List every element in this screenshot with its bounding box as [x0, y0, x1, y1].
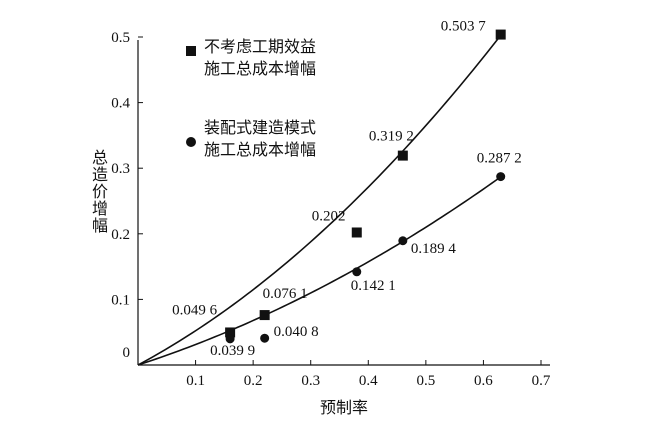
- data-label: 0.503 7: [441, 19, 487, 35]
- x-tick-label: 0.3: [301, 373, 320, 389]
- data-point-circle: [225, 334, 235, 344]
- legend-label-series-1-line-2: 施工总成本增幅: [204, 59, 316, 78]
- data-label: 0.142 1: [351, 278, 396, 294]
- y-tick-label: 0.1: [111, 292, 130, 308]
- y-tick-label: 0.4: [111, 96, 130, 112]
- data-label: 0.039 9: [210, 343, 255, 359]
- y-axis-title: 总造价增幅: [92, 148, 108, 235]
- data-label: 0.049 6: [172, 302, 218, 318]
- data-point-circle: [352, 267, 362, 277]
- x-tick-label: 0.7: [532, 373, 551, 389]
- data-point-circle: [496, 172, 506, 182]
- data-label: 0.287 2: [477, 151, 522, 167]
- data-point-square: [225, 327, 236, 338]
- data-label: 0.202: [312, 208, 346, 224]
- legend-label-series-2-line-2: 施工总成本增幅: [204, 140, 316, 159]
- legend-label-series-1-line-1: 不考虑工期效益: [204, 37, 316, 56]
- trend-curve-series-1: [137, 34, 502, 366]
- legend-circle-marker: [186, 137, 196, 147]
- x-tick-label: 0.5: [416, 373, 435, 389]
- data-label: 0.040 8: [274, 324, 319, 340]
- data-point-square: [259, 310, 270, 321]
- legend-label-series-2-line-1: 装配式建造模式: [204, 118, 316, 137]
- x-tick-label: 0.6: [474, 373, 493, 389]
- data-point-square: [351, 227, 362, 238]
- data-point-circle: [398, 236, 408, 246]
- y-tick-label: 0.5: [111, 30, 130, 46]
- y-tick-label: 0.2: [111, 227, 130, 243]
- data-point-circle: [260, 333, 270, 343]
- y-tick-label: 0: [123, 345, 131, 361]
- data-label: 0.189 4: [411, 241, 457, 257]
- data-point-square: [495, 29, 506, 40]
- x-tick-label: 0.2: [244, 373, 263, 389]
- x-tick-label: 0.1: [186, 373, 205, 389]
- x-axis-title: 预制率: [320, 398, 368, 417]
- trend-curve-series-2: [137, 176, 502, 366]
- y-tick-label: 0.3: [111, 161, 130, 177]
- data-label: 0.319 2: [369, 129, 414, 145]
- data-label: 0.076 1: [263, 286, 308, 302]
- legend-square-marker: [186, 46, 196, 56]
- x-tick-label: 0.4: [359, 373, 378, 389]
- data-point-square: [397, 150, 408, 161]
